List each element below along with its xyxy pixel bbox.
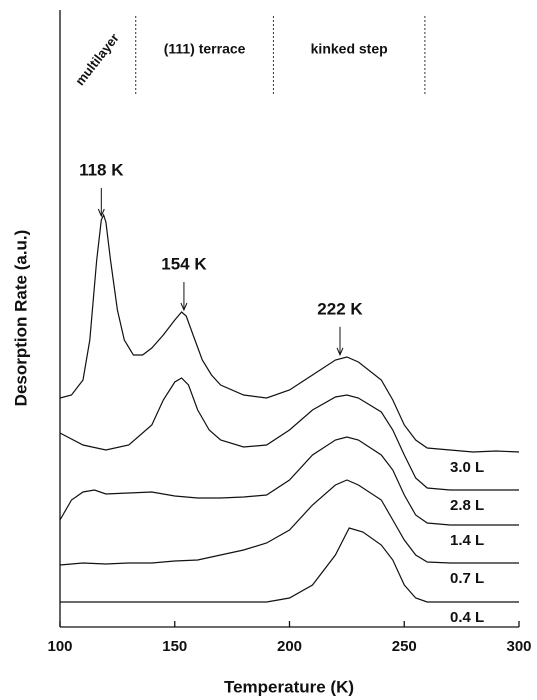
series-line — [59, 377, 519, 491]
arrow-head — [97, 208, 105, 218]
x-tick-label: 200 — [277, 638, 302, 655]
annotation-label: 154 K — [161, 254, 207, 273]
x-axis-title: Temperature (K) — [224, 677, 354, 696]
series-label: 0.7 L — [450, 570, 484, 587]
series-line — [59, 479, 519, 566]
arrow-head — [180, 302, 188, 312]
series-label: 0.4 L — [450, 609, 484, 626]
x-tick-label: 300 — [506, 638, 531, 655]
series-label: 1.4 L — [450, 532, 484, 549]
series-label: 2.8 L — [450, 497, 484, 514]
series-line — [59, 436, 519, 526]
region-label: (111) terrace — [164, 41, 246, 57]
x-tick-label: 150 — [162, 638, 187, 655]
annotation-label: 222 K — [317, 299, 363, 318]
x-tick-label: 250 — [392, 638, 417, 655]
region-label: kinked step — [311, 41, 388, 57]
y-axis-title: Desorption Rate (a.u.) — [11, 230, 30, 407]
x-tick-label: 100 — [47, 638, 72, 655]
region-label: multilayer — [72, 31, 122, 89]
arrow-head — [336, 347, 344, 357]
annotation-label: 118 K — [79, 160, 124, 179]
series-line — [60, 527, 519, 603]
series-line — [59, 213, 520, 453]
series-label: 3.0 L — [450, 459, 484, 476]
